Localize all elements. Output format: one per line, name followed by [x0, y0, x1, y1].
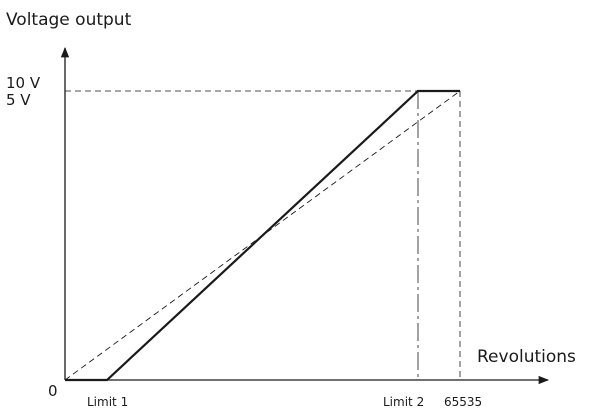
- y-tick-10v: 10 V: [6, 74, 41, 92]
- x-tick-limit1: Limit 1: [87, 395, 128, 409]
- y-axis-title: Voltage output: [6, 10, 132, 30]
- y-tick-5v: 5 V: [6, 91, 31, 109]
- x-axis-title: Revolutions: [477, 347, 576, 367]
- origin-label: 0: [48, 382, 58, 400]
- solid-output-curve: [65, 89, 460, 382]
- x-tick-65535: 65535: [444, 395, 482, 409]
- x-tick-limit2: Limit 2: [383, 395, 424, 409]
